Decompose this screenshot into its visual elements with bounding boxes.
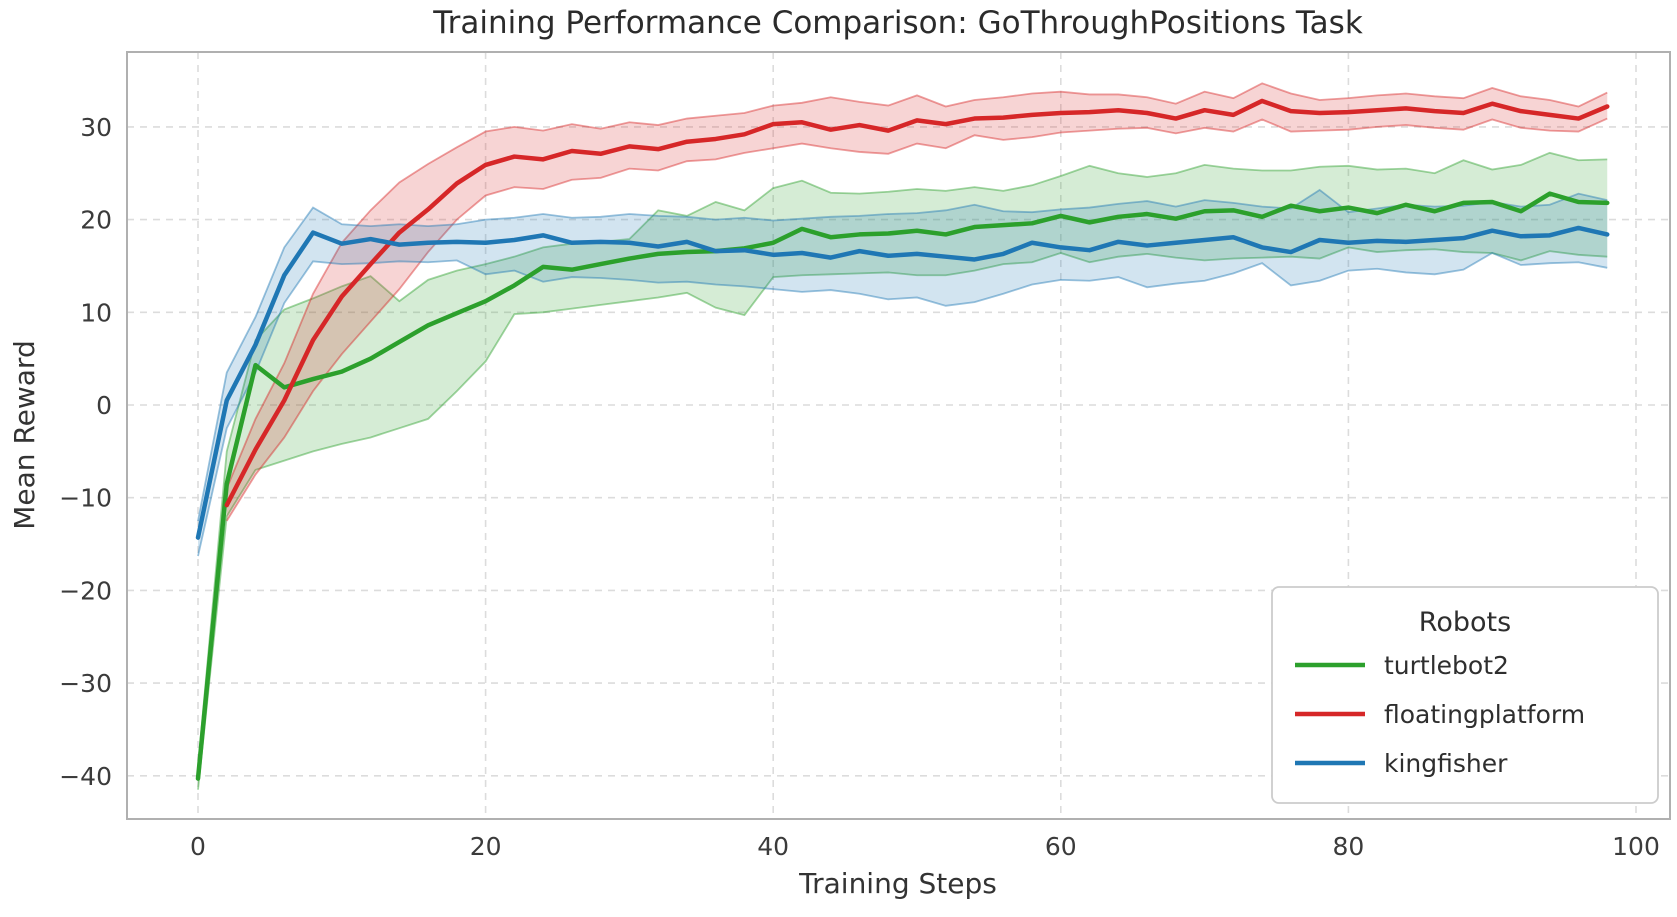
- x-tick-label: 20: [470, 832, 502, 861]
- y-axis-label: Mean Reward: [8, 340, 41, 529]
- legend-items: turtlebot2 floatingplatform kingfisher: [1295, 651, 1585, 778]
- kingfisher-line: [195, 225, 1610, 540]
- y-tick-label: −10: [59, 484, 112, 513]
- x-tick-label: 80: [1332, 832, 1364, 861]
- x-tick-label: 0: [190, 832, 206, 861]
- y-tick-label: −30: [59, 669, 112, 698]
- x-axis-label: Training Steps: [798, 867, 997, 900]
- x-tick-label: 100: [1612, 832, 1660, 861]
- legend-item-label: turtlebot2: [1384, 651, 1509, 680]
- kingfisher-band-upper-edge: [197, 188, 1608, 522]
- turtlebot2-band-lower-edge: [197, 246, 1608, 790]
- kingfisher-band: [198, 189, 1608, 557]
- turtlebot2-band: [198, 152, 1608, 790]
- axes-frame: [126, 51, 1671, 820]
- y-tick-label: −20: [59, 576, 112, 605]
- y-tick-label: 10: [80, 298, 112, 327]
- legend-item-label: floatingplatform: [1384, 700, 1585, 729]
- y-tick-label: 30: [80, 113, 112, 142]
- x-tick-label: 40: [757, 832, 789, 861]
- series-lines: [195, 98, 1610, 781]
- confidence-bands: [197, 82, 1608, 790]
- floatingplatform-line: [224, 98, 1610, 508]
- turtlebot2-line: [195, 191, 1610, 781]
- floatingplatform-band-upper-edge: [225, 82, 1608, 489]
- legend: Robots turtlebot2 floatingplatform kingfis…: [1271, 586, 1659, 804]
- legend-title: Robots: [1419, 607, 1511, 638]
- y-tick-label: 0: [96, 391, 112, 420]
- x-tick-label: 60: [1045, 832, 1077, 861]
- kingfisher-band-lower-edge: [197, 251, 1608, 557]
- chart-title: Training Performance Comparison: GoThrou…: [432, 5, 1363, 41]
- y-tick-label: 20: [80, 206, 112, 235]
- floatingplatform-band: [226, 83, 1608, 521]
- legend-box: [1271, 586, 1659, 804]
- turtlebot2-band-upper-edge: [197, 151, 1608, 767]
- floatingplatform-band-lower-edge: [225, 117, 1608, 522]
- legend-item-label: kingfisher: [1384, 749, 1508, 778]
- y-tick-label: −40: [59, 762, 112, 791]
